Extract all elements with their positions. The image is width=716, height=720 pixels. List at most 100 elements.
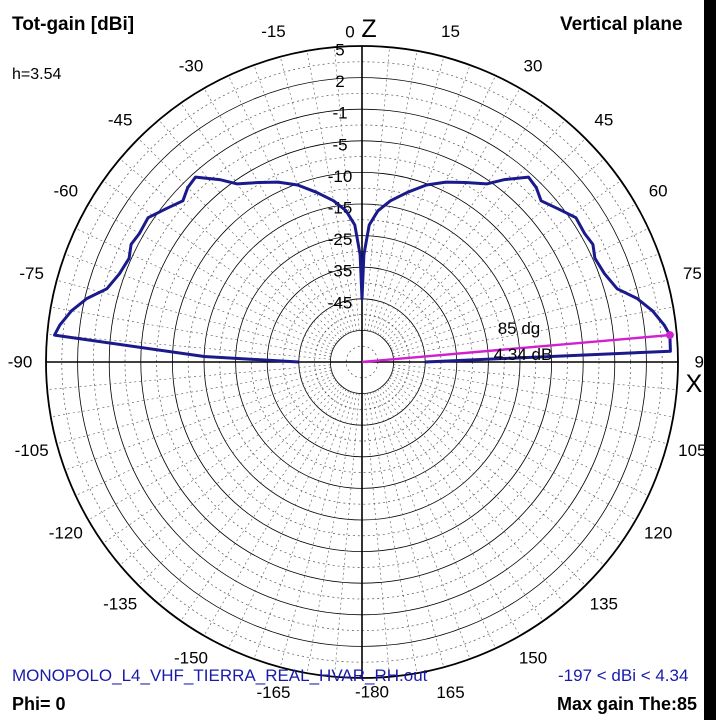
grid-spoke — [50, 306, 331, 357]
angle-tick-label: -105 — [15, 441, 49, 460]
grid-spoke — [47, 364, 331, 390]
grid-spoke — [119, 382, 338, 566]
grid-spoke — [138, 384, 340, 586]
angle-tick-label: 30 — [524, 56, 543, 75]
grid-spoke — [88, 203, 335, 347]
grid-spoke — [138, 138, 340, 340]
file-name: MONOPOLO_L4_VHF_TIERRA_REAL_HVAR_RH.out — [12, 666, 428, 685]
radial-tick-label: -25 — [328, 230, 353, 249]
radial-tick-label: -45 — [328, 293, 353, 312]
grid-spoke — [375, 75, 496, 334]
grid-spoke — [47, 334, 331, 360]
grid-spoke — [372, 64, 471, 333]
angle-tick-label: 135 — [590, 594, 618, 613]
axis-label-z: Z — [361, 15, 376, 43]
angle-tick-label: -165 — [256, 683, 290, 702]
grid-spoke — [75, 228, 334, 349]
angle-tick-label: 75 — [683, 264, 702, 283]
grid-spoke — [364, 393, 390, 677]
marker-dot — [665, 331, 674, 340]
grid-spoke — [88, 377, 335, 521]
angle-tick-label: 45 — [594, 111, 613, 130]
grid-spoke — [369, 392, 445, 668]
grid-spoke — [228, 390, 349, 649]
grid-spoke — [377, 88, 521, 335]
gain-range: -197 < dBi < 4.34 — [558, 666, 689, 685]
grid-spoke — [334, 47, 360, 331]
angle-tick-label: 105 — [678, 441, 706, 460]
plane-label: Vertical plane — [560, 14, 683, 35]
height-label: h=3.54 — [12, 66, 62, 83]
window-edge — [704, 0, 716, 720]
phi-label: Phi= 0 — [12, 694, 66, 714]
grid-spoke — [180, 102, 345, 337]
grid-spoke — [306, 50, 357, 331]
angle-tick-label: -45 — [108, 111, 133, 130]
angle-tick-label: -120 — [49, 524, 83, 543]
grid-spoke — [364, 47, 390, 331]
grid-spoke — [390, 228, 649, 349]
angle-tick-label: -90 — [8, 353, 33, 372]
axis-label-x: X — [686, 370, 703, 398]
angle-tick-label: -75 — [19, 264, 44, 283]
grid-spoke — [367, 393, 418, 674]
grid-spoke — [306, 393, 357, 674]
chart-title: Tot-gain [dBi] — [12, 14, 135, 35]
grid-spoke — [75, 375, 334, 496]
grid-spoke — [372, 391, 471, 660]
grid-spoke — [384, 138, 586, 340]
angle-tick-label: 165 — [436, 683, 464, 702]
grid-spoke — [389, 203, 636, 347]
grid-spoke — [279, 392, 355, 668]
grid-spoke — [375, 390, 496, 649]
grid-spoke — [389, 377, 636, 521]
grid-spoke — [367, 50, 418, 331]
grid-spoke — [158, 386, 342, 605]
grid-spoke — [390, 375, 649, 496]
angle-tick-label: -15 — [261, 22, 286, 41]
angle-tick-label: 120 — [644, 524, 672, 543]
radial-tick-label: 2 — [335, 72, 344, 91]
grid-spoke — [392, 369, 668, 445]
grid-spoke — [253, 391, 352, 660]
grid-spoke — [377, 389, 521, 636]
series-line — [53, 175, 672, 364]
grid-spoke — [391, 372, 660, 471]
marker-angle-label: 85 dg — [498, 319, 541, 338]
grid-spoke — [391, 253, 660, 352]
grid-spoke — [384, 384, 586, 586]
marker-gain-label: 4.34 dB — [494, 345, 553, 364]
angle-tick-label: -150 — [174, 649, 208, 668]
radial-tick-labels: 52-1-5-10-15-25-35-45 — [328, 41, 353, 313]
max-gain-marker: 85 dg 4.34 dB — [361, 319, 674, 364]
angle-tick-label: -60 — [54, 182, 79, 201]
radial-tick-label: -35 — [328, 262, 353, 281]
grid-spoke — [203, 389, 347, 636]
grid-spoke — [50, 367, 331, 418]
grid-spoke — [102, 180, 337, 345]
angle-tick-label: -180 — [355, 683, 389, 702]
radial-tick-label: -5 — [332, 135, 347, 154]
angle-tick-label: 0 — [345, 23, 354, 42]
marker-line — [361, 333, 670, 364]
grid-spoke — [180, 387, 345, 622]
angle-tick-label: -30 — [179, 56, 204, 75]
max-gain-label: Max gain The:85 — [557, 694, 698, 714]
grid-spoke — [203, 88, 347, 335]
grid-spoke — [334, 393, 360, 677]
angle-tick-label: -135 — [103, 594, 137, 613]
angle-tick-label: 15 — [441, 22, 460, 41]
radial-tick-label: -10 — [328, 167, 353, 186]
grid-spoke — [387, 180, 622, 345]
pattern-series — [53, 175, 672, 364]
angle-tick-label: 150 — [519, 649, 547, 668]
angle-tick-labels: 0153045607590105120135150165-180-165-150… — [8, 22, 714, 702]
grid-spoke — [102, 379, 337, 544]
grid-spoke — [379, 102, 544, 337]
grid-spoke — [228, 75, 349, 334]
radial-tick-label: 5 — [335, 41, 344, 60]
radial-tick-label: -1 — [332, 104, 347, 123]
grid-spoke — [382, 119, 566, 338]
angle-tick-label: 60 — [649, 182, 668, 201]
